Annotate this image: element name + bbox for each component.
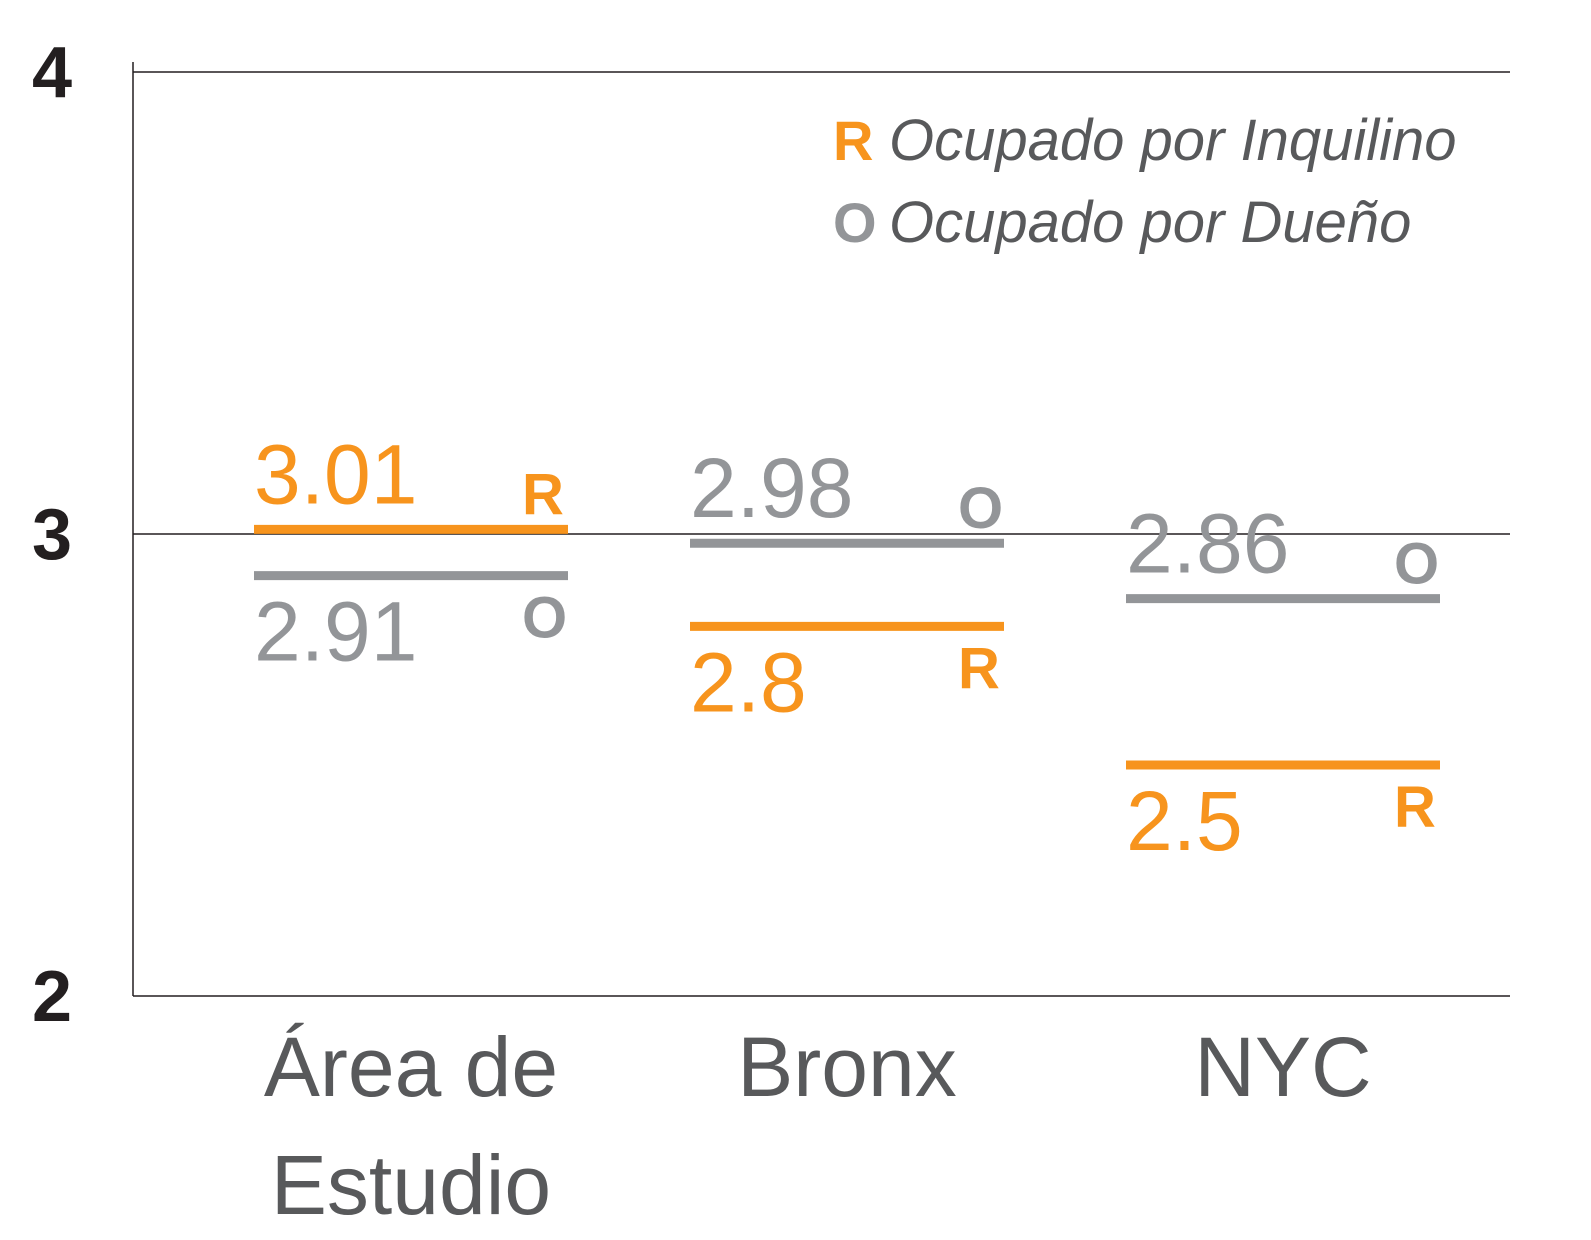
legend-symbol: O (833, 191, 877, 254)
legend-label: Ocupado por Inquilino (889, 108, 1457, 173)
value-label: 2.8 (690, 635, 807, 729)
x-tick-label: Bronx (737, 1020, 957, 1114)
value-label: 2.98 (690, 441, 854, 535)
series-symbol: R (1394, 775, 1436, 840)
value-label: 2.5 (1126, 774, 1243, 868)
value-label: 2.91 (254, 585, 418, 679)
series-symbol: O (522, 586, 567, 651)
legend-label: Ocupado por Dueño (889, 190, 1411, 255)
y-tick-label: 3 (32, 495, 72, 575)
value-label: 2.86 (1126, 497, 1290, 591)
y-tick-label: 4 (32, 33, 72, 113)
y-tick-label: 2 (32, 957, 72, 1037)
x-tick-label: Área de Estudio (263, 1020, 559, 1232)
series-symbol: O (958, 476, 1003, 541)
series-symbol: O (1394, 532, 1439, 597)
series-symbol: R (958, 636, 1000, 701)
value-label: 3.01 (254, 427, 418, 521)
x-tick-label: NYC (1194, 1020, 1372, 1114)
series-symbol: R (522, 462, 564, 527)
legend-symbol: R (833, 109, 873, 172)
